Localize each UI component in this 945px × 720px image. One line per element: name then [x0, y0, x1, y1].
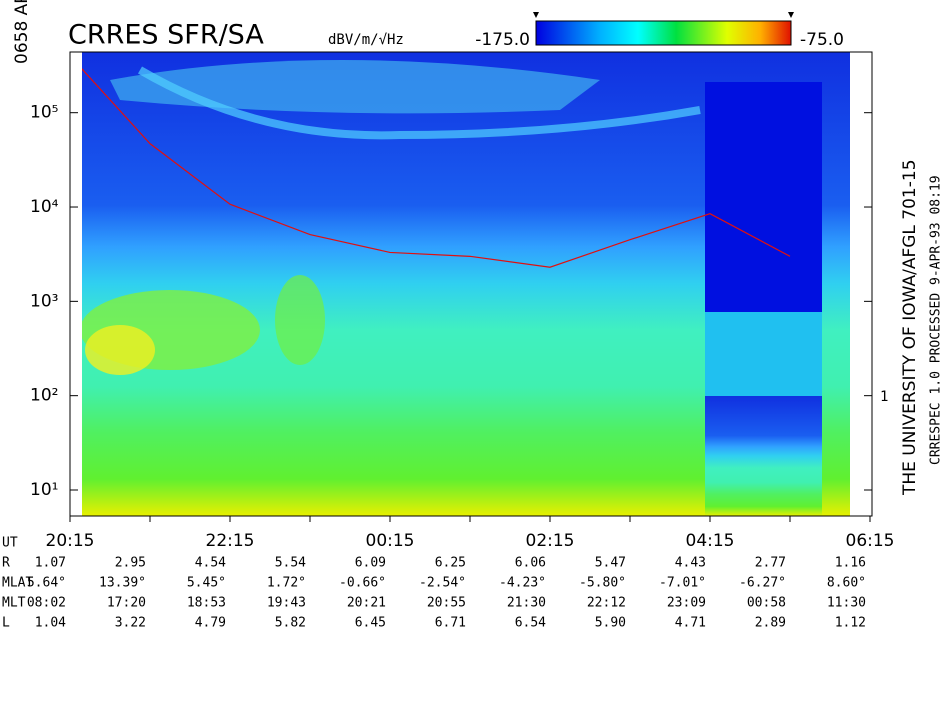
table-cell: 22:12: [587, 596, 626, 611]
table-cell: 20:55: [427, 596, 466, 611]
table-cell: 20:21: [347, 596, 386, 611]
x-tick-label: 22:15: [206, 531, 255, 551]
table-cell: 4.54: [195, 556, 226, 571]
table-cell: 2.95: [115, 556, 146, 571]
table-cell: -2.54°: [419, 576, 466, 591]
table-cell: 19:43: [267, 596, 306, 611]
colorbar-marker: [788, 12, 794, 18]
table-cell: 1.07: [35, 556, 66, 571]
table-cell: 18:53: [187, 596, 226, 611]
table-cell: 13.39°: [99, 576, 146, 591]
colorbar-tick-label: -75.0: [800, 30, 844, 50]
table-cell: -5.80°: [579, 576, 626, 591]
x-tick-label: 06:15: [846, 531, 895, 551]
table-cell: 2.77: [755, 556, 786, 571]
row-label: UT: [2, 536, 18, 551]
x-tick-label: 00:15: [366, 531, 415, 551]
table-cell: 08:02: [27, 596, 66, 611]
table-cell: 17:20: [107, 596, 146, 611]
right-axis-tick: 1: [880, 389, 888, 405]
colorbar-unit: dBV/m/√Hz: [328, 32, 404, 48]
table-cell: 6.06: [515, 556, 546, 571]
row-label: MLAT: [2, 576, 33, 591]
x-tick-label: 04:15: [686, 531, 735, 551]
table-cell: 00:58: [747, 596, 786, 611]
table-cell: 8.60°: [827, 576, 866, 591]
table-cell: 4.43: [675, 556, 706, 571]
table-cell: 5.54: [275, 556, 306, 571]
left-label: 0658 APR.21,1991 (91-111 20:15:00): [12, 0, 32, 64]
table-cell: -0.66°: [339, 576, 386, 591]
table-cell: 5.45°: [187, 576, 226, 591]
right-label: THE UNIVERSITY OF IOWA/AFGL 701-15: [900, 159, 920, 496]
table-cell: 1.04: [35, 616, 66, 631]
x-tick-label: 20:15: [46, 531, 95, 551]
table-cell: 4.79: [195, 616, 226, 631]
table-cell: 6.71: [435, 616, 466, 631]
table-cell: 5.90: [595, 616, 626, 631]
table-cell: 21:30: [507, 596, 546, 611]
table-cell: 4.71: [675, 616, 706, 631]
colorbar-tick-label: -175.0: [475, 30, 530, 50]
table-cell: 6.54: [515, 616, 546, 631]
table-cell: -4.23°: [499, 576, 546, 591]
table-cell: 1.12: [835, 616, 866, 631]
table-cell: 5.82: [275, 616, 306, 631]
x-tick-label: 02:15: [526, 531, 575, 551]
y-tick-label: 10³: [30, 291, 58, 311]
y-tick-label: 10⁵: [30, 103, 58, 123]
table-cell: 11:30: [827, 596, 866, 611]
row-label: R: [2, 556, 10, 571]
table-cell: 6.09: [355, 556, 386, 571]
row-label: L: [2, 616, 10, 631]
table-cell: -7.01°: [659, 576, 706, 591]
plot-frame: [69, 51, 873, 517]
table-cell: 3.22: [115, 616, 146, 631]
spectrogram: [82, 52, 850, 516]
table-cell: 5.47: [595, 556, 626, 571]
right-label-2: CRRESPEC 1.0 PROCESSED 9-APR-93 08:19: [929, 175, 944, 465]
chart-title: CRRES SFR/SA: [68, 20, 264, 51]
line: [82, 68, 791, 268]
table-cell: 2.89: [755, 616, 786, 631]
y-tick-label: 10⁴: [30, 197, 59, 217]
y-tick-label: 10²: [30, 386, 58, 406]
row-label: MLT: [2, 596, 26, 611]
colorbar-marker: [533, 12, 539, 18]
table-cell: 1.72°: [267, 576, 306, 591]
table-cell: 6.45: [355, 616, 386, 631]
table-cell: -6.27°: [739, 576, 786, 591]
table-cell: 1.16: [835, 556, 866, 571]
table-cell: 23:09: [667, 596, 706, 611]
y-tick-label: 10¹: [30, 480, 58, 500]
colorbar: [535, 20, 792, 46]
table-cell: 6.25: [435, 556, 466, 571]
table-cell: 5.64°: [27, 576, 66, 591]
